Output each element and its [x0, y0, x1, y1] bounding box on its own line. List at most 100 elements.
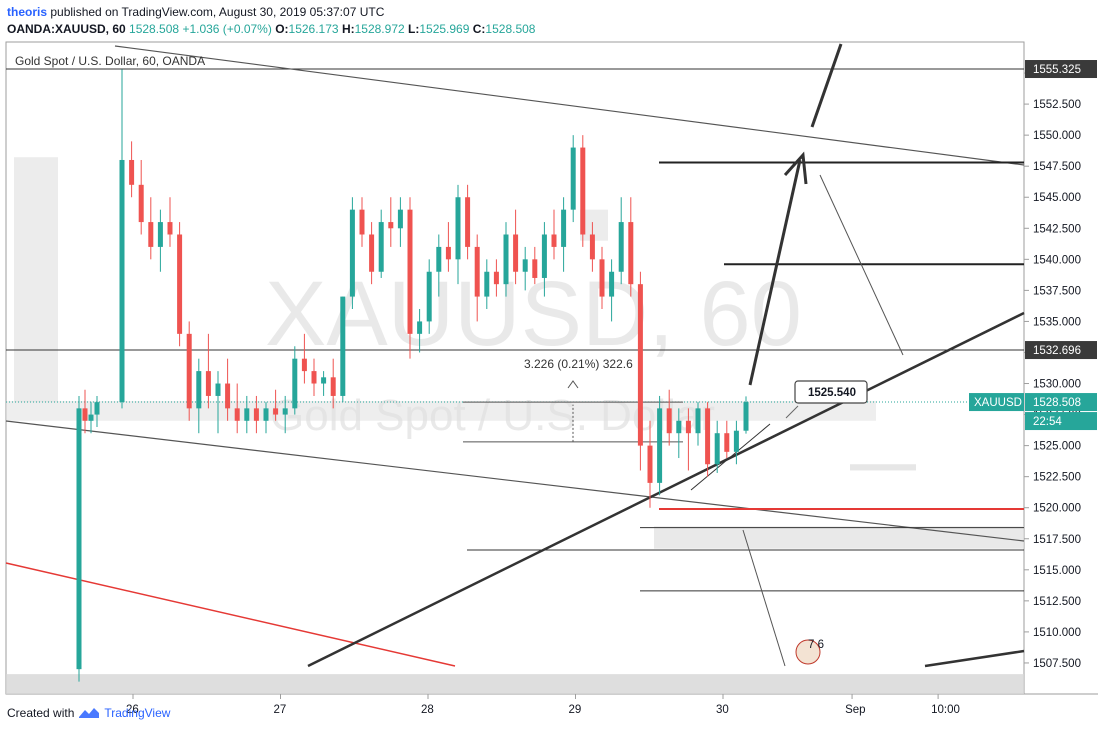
price-tag-bg — [1025, 393, 1097, 412]
plot-frame — [5, 41, 1025, 695]
candle-body — [513, 234, 519, 272]
candle-body — [311, 371, 317, 384]
candles — [76, 69, 749, 682]
close-value: 1528.508 — [485, 22, 536, 36]
projection-down-2 — [742, 529, 786, 667]
y-tick-label: 1535.000 — [1033, 316, 1081, 328]
x-tick-label: 26 — [126, 704, 139, 716]
candle-body — [76, 408, 82, 670]
price-tag-text: 22:54 — [1033, 416, 1062, 428]
y-tick-label: 1545.000 — [1033, 192, 1081, 204]
candle-body — [215, 383, 221, 396]
close-label: C: — [472, 22, 486, 36]
y-tick-label: 1550.000 — [1033, 130, 1081, 142]
shade-zone-support — [654, 526, 1024, 549]
candle-body — [618, 222, 624, 272]
y-tick-label: 1525.000 — [1033, 441, 1081, 453]
flag-icon — [795, 639, 821, 665]
candle-body — [666, 408, 672, 434]
news-badge[interactable]: 7 6 — [795, 639, 824, 665]
y-tick-label: 1507.500 — [1033, 658, 1081, 670]
x-tick-label: 27 — [274, 704, 287, 716]
tradingview-brand-link[interactable]: TradingView — [104, 706, 171, 720]
symbol-tag-text: XAUUSD — [974, 397, 1022, 409]
candle-body — [378, 222, 384, 272]
high-value: 1528.972 — [354, 22, 405, 36]
price-tag-text: 1532.696 — [1033, 345, 1081, 357]
y-tick-label: 1552.500 — [1033, 99, 1081, 111]
candle-body — [244, 408, 250, 421]
shade-zone-small — [850, 464, 916, 471]
y-tick-label: 1542.500 — [1033, 223, 1081, 235]
candle-body — [167, 222, 173, 235]
y-tick-label: 1540.000 — [1033, 254, 1081, 266]
candle-body — [561, 209, 567, 247]
candle-body — [253, 408, 259, 421]
open-value: 1526.173 — [288, 22, 339, 36]
price-tag-text: 1555.325 — [1033, 64, 1081, 76]
change-value: +1.036 (+0.07%) — [182, 22, 272, 36]
author-link[interactable]: theoris — [7, 5, 48, 19]
candle-body — [148, 222, 154, 247]
last-price: 1528.508 — [129, 22, 180, 36]
symbol-label: OANDA:XAUUSD, 60 — [7, 22, 126, 36]
projection-down — [819, 174, 904, 356]
candle-body — [186, 333, 192, 409]
y-tick-label: 1512.500 — [1033, 596, 1081, 608]
candle-body — [455, 197, 461, 260]
candle-body — [465, 197, 471, 247]
candle-body — [685, 420, 691, 434]
price-axis[interactable]: 1507.500 1510.000 1512.500 1515.000 1517.500… — [1024, 68, 1081, 670]
candle-body — [436, 246, 442, 272]
candle-body — [88, 414, 94, 421]
trend-support-2 — [924, 649, 1025, 668]
candle-body — [330, 377, 336, 396]
low-label: L: — [408, 22, 420, 36]
high-label: H: — [341, 22, 355, 36]
candle-body — [599, 259, 605, 297]
callout-text: 1525.540 — [808, 387, 856, 399]
candle-body — [359, 209, 365, 235]
candle-body — [733, 430, 739, 452]
candle-body — [205, 371, 211, 396]
candle-body — [637, 284, 643, 446]
x-tick-label: 30 — [716, 704, 729, 716]
candle-body — [609, 271, 615, 297]
candle-body — [407, 209, 413, 334]
candle-body — [743, 402, 749, 431]
projection-up-2 — [810, 43, 843, 128]
drawings — [5, 43, 1025, 668]
y-tick-label: 1547.500 — [1033, 161, 1081, 173]
candle-body — [82, 408, 88, 421]
price-tag-bg — [1025, 412, 1097, 431]
candle-body — [263, 408, 269, 421]
candle-body — [676, 420, 682, 434]
x-tick-label: 10:00 — [931, 704, 960, 716]
micro-trend — [690, 423, 771, 491]
candle-body — [388, 222, 394, 229]
candle-body — [119, 159, 125, 403]
candle-body — [724, 433, 730, 452]
projection-arrowhead — [783, 151, 808, 185]
symbol-tag-bg — [969, 393, 1024, 412]
candle-body — [157, 222, 163, 247]
candle-body — [589, 234, 595, 260]
candle-body — [397, 209, 403, 229]
shade-zone-left — [14, 157, 58, 403]
price-callout[interactable]: 1525.540 — [794, 380, 868, 404]
badge-text: 7 6 — [808, 639, 824, 651]
created-with-text: Created with — [7, 706, 75, 720]
candle-body — [705, 408, 711, 465]
candle-body — [349, 209, 355, 297]
callout-pointer — [785, 405, 799, 419]
candle-body — [541, 234, 547, 278]
candle-body — [273, 408, 279, 415]
trend-upper — [114, 45, 1025, 166]
candle-body — [714, 433, 720, 465]
time-axis[interactable]: 26 27 28 29 30 Sep 10:00 — [126, 694, 960, 716]
candle-body — [234, 408, 240, 421]
candle-body — [282, 408, 288, 415]
candle-body — [570, 147, 576, 210]
y-tick-label: 1510.000 — [1033, 627, 1081, 639]
